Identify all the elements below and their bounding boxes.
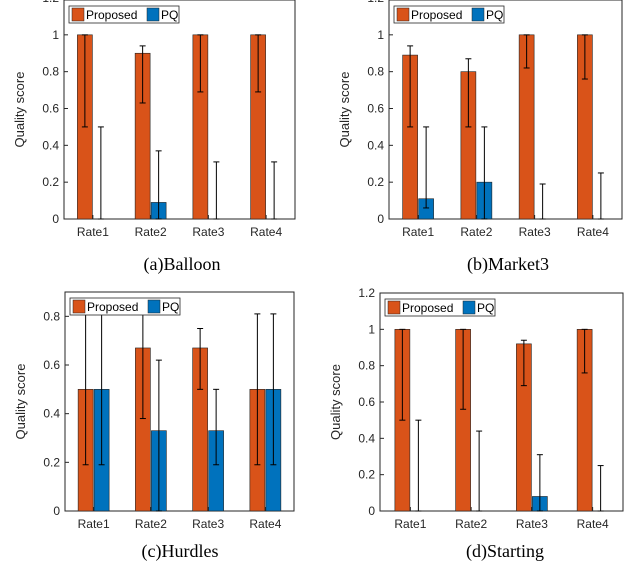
chart-panel-3: 0 0.2 0.4 0.6 0.8 Quality score Rate1 Rate2 Rate…	[13, 291, 295, 562]
y-tick-label: 1	[377, 28, 384, 42]
legend: Proposed PQ	[69, 297, 181, 316]
y-axis-label: Quality score	[328, 364, 343, 440]
y-tick-label: 0.2	[358, 468, 375, 482]
y-tick-label: 0.6	[358, 395, 375, 409]
legend-swatch-pq	[146, 7, 160, 22]
x-tick-label: Rate1	[77, 225, 109, 239]
y-tick-label: 0.2	[367, 175, 384, 189]
legend: Proposed PQ	[384, 298, 496, 317]
y-tick-label: 0.4	[358, 431, 375, 445]
legend-label-pq: PQ	[486, 8, 503, 22]
legend-label-proposed: Proposed	[411, 8, 462, 22]
legend-label-pq: PQ	[477, 301, 494, 315]
y-tick-label: 0.8	[367, 65, 384, 79]
x-tick-label: Rate4	[250, 225, 282, 239]
x-tick-label: Rate4	[577, 517, 609, 531]
axes-frame	[388, 0, 623, 220]
x-tick-label: Rate4	[249, 517, 281, 531]
y-tick-label: 0.8	[42, 65, 59, 79]
y-tick-label: 0.8	[43, 309, 60, 323]
legend-label-pq: PQ	[161, 8, 178, 22]
x-tick-label: Rate3	[192, 225, 224, 239]
x-tick-label: Rate3	[519, 225, 551, 239]
legend-label-proposed: Proposed	[87, 300, 138, 314]
y-tick-label: 1.2	[367, 0, 384, 5]
chart-panel-4: 0 0.2 0.4 0.6 0.8 1 1.2 Quality score Rate1 Rate2…	[328, 286, 624, 562]
panel-caption: (d)Starting	[466, 541, 544, 562]
x-tick-label: Rate2	[135, 225, 167, 239]
legend-swatch-proposed	[396, 7, 410, 22]
x-tick-label: Rate1	[78, 517, 110, 531]
legend-swatch-pq	[147, 299, 161, 314]
x-tick-label: Rate2	[460, 225, 492, 239]
y-tick-label: 0.4	[367, 138, 384, 152]
y-axis-label: Quality score	[337, 72, 352, 148]
y-tick-label: 0.6	[43, 358, 60, 372]
x-tick-label: Rate2	[455, 517, 487, 531]
y-tick-label: 0	[52, 212, 59, 226]
y-tick-label: 0.4	[42, 138, 59, 152]
panel-caption: (a)Balloon	[144, 254, 221, 275]
chart-panel-1: 0 0.2 0.4 0.6 0.8 1 1.2 Quality score Rate1 Rate2…	[12, 0, 296, 275]
y-tick-label: 0.2	[42, 175, 59, 189]
x-tick-label: Rate1	[394, 517, 426, 531]
y-tick-label: 0.8	[358, 359, 375, 373]
x-tick-label: Rate3	[516, 517, 548, 531]
legend-swatch-proposed	[387, 300, 401, 315]
y-tick-label: 0.6	[367, 102, 384, 116]
y-tick-label: 0	[368, 504, 375, 518]
axes-frame	[64, 291, 295, 512]
y-axis-label: Quality score	[13, 364, 28, 440]
y-tick-label: 0	[377, 212, 384, 226]
legend: Proposed PQ	[393, 5, 505, 24]
chart-panel-2: 0 0.2 0.4 0.6 0.8 1 1.2 Quality score Rate1 Rate2…	[337, 0, 623, 275]
legend-label-proposed: Proposed	[86, 8, 137, 22]
y-tick-label: 0.6	[42, 102, 59, 116]
panel-caption: (b)Market3	[467, 254, 549, 275]
x-tick-label: Rate4	[577, 225, 609, 239]
legend-swatch-pq	[471, 7, 485, 22]
y-tick-label: 1	[52, 28, 59, 42]
legend-swatch-proposed	[72, 299, 86, 314]
y-tick-label: 0	[53, 504, 60, 518]
y-tick-label: 0.4	[43, 407, 60, 421]
x-tick-label: Rate2	[135, 517, 167, 531]
panel-caption: (c)Hurdles	[142, 541, 219, 562]
y-axis-label: Quality score	[12, 72, 27, 148]
y-tick-label: 1	[368, 322, 375, 336]
y-tick-label: 1.2	[358, 286, 375, 300]
legend-swatch-pq	[462, 300, 476, 315]
legend: Proposed PQ	[68, 5, 180, 24]
x-tick-label: Rate3	[192, 517, 224, 531]
axes-frame	[63, 0, 296, 220]
legend-label-proposed: Proposed	[402, 301, 453, 315]
y-tick-label: 0.2	[43, 455, 60, 469]
legend-label-pq: PQ	[162, 300, 179, 314]
x-tick-label: Rate1	[402, 225, 434, 239]
legend-swatch-proposed	[71, 7, 85, 22]
y-tick-label: 1.2	[42, 0, 59, 5]
